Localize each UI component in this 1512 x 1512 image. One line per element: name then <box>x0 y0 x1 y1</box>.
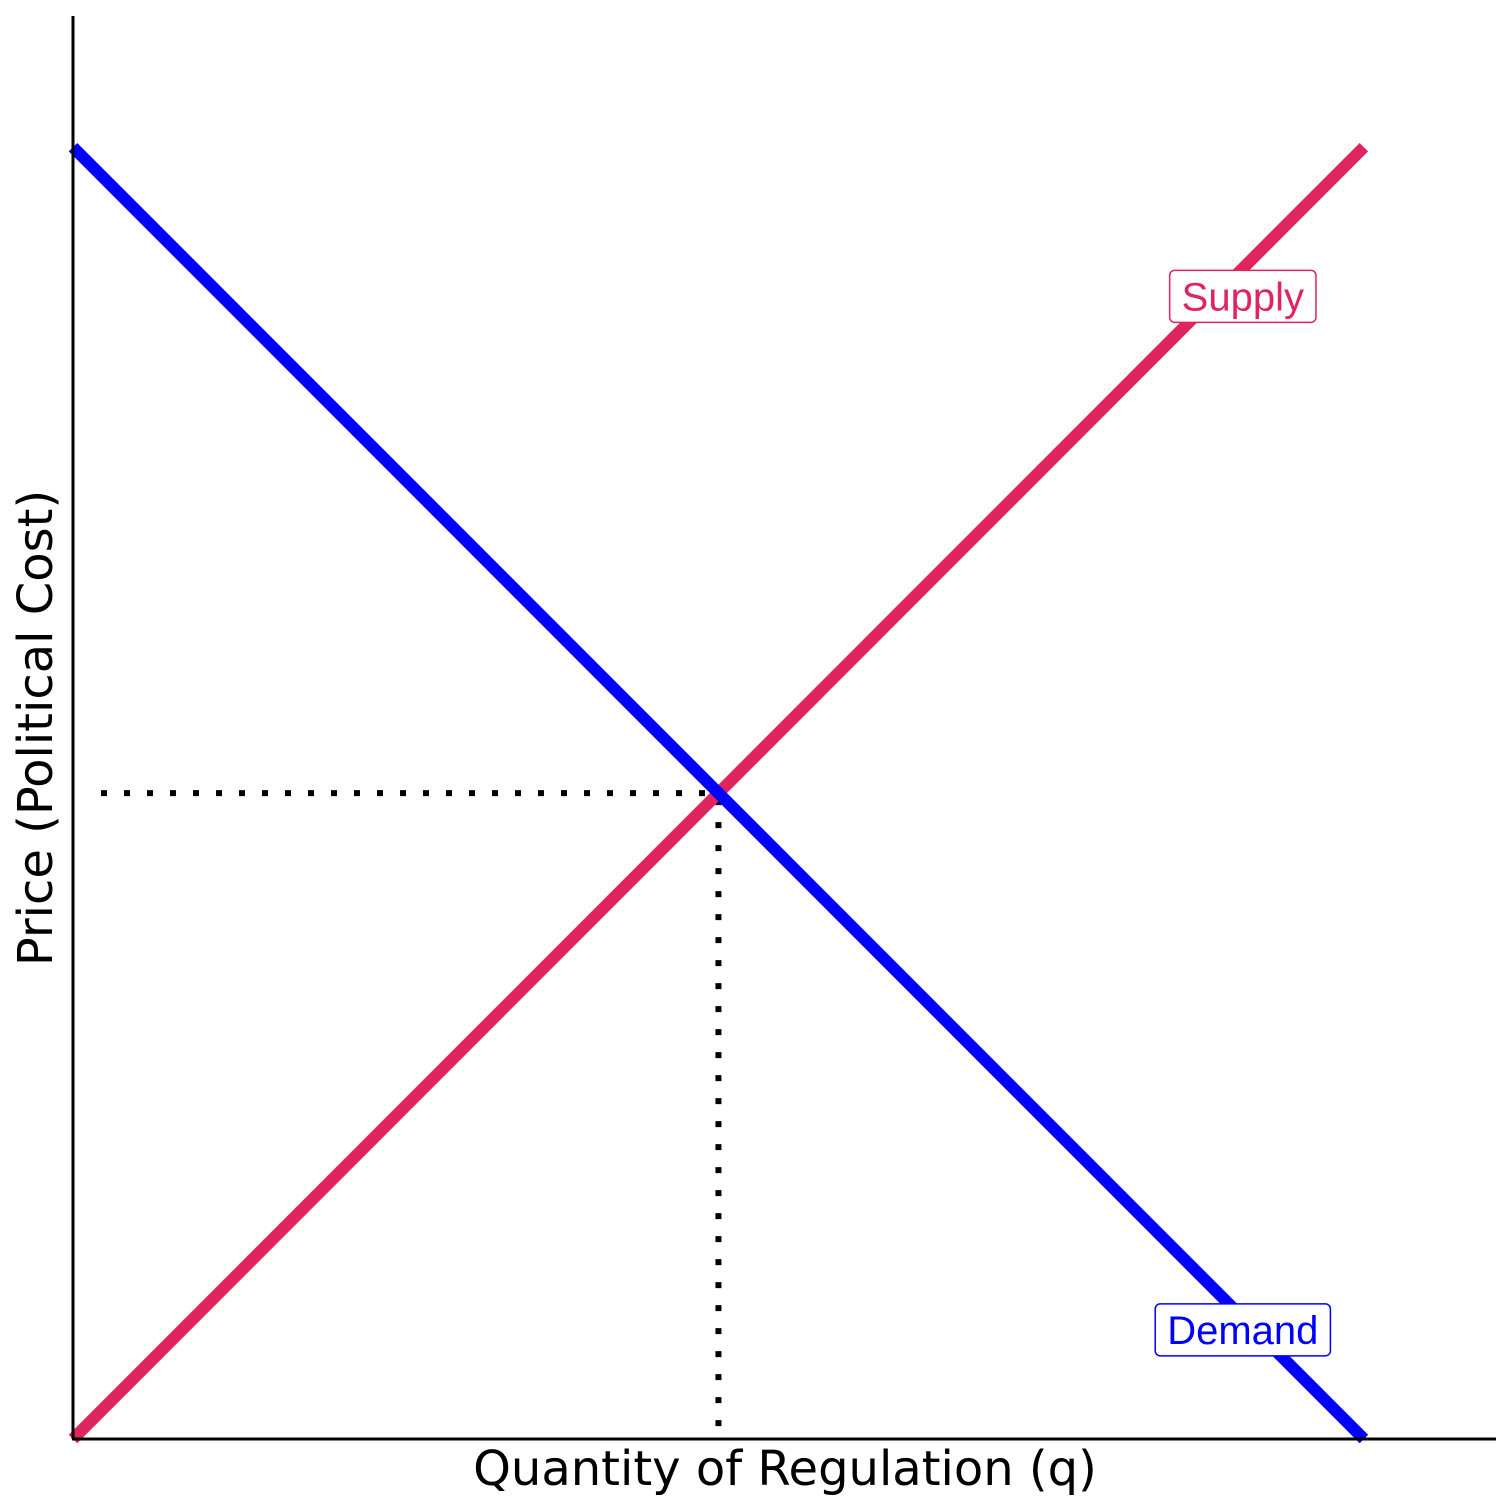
curve-labels: Supply Demand <box>1154 269 1332 1357</box>
demand-label: Demand <box>1154 1303 1332 1357</box>
axes <box>71 16 1496 1441</box>
x-axis-title: Quantity of Regulation (q) <box>473 1441 1097 1497</box>
equilibrium-guides <box>101 790 722 1439</box>
demand-label-box <box>1154 1303 1332 1357</box>
supply-label-box <box>1168 269 1317 324</box>
supply-label: Supply <box>1168 269 1317 324</box>
series-lines <box>68 142 1369 1444</box>
supply-label-text: Supply <box>1182 275 1304 319</box>
y-axis-title: Price (Political Cost) <box>8 490 64 966</box>
demand-curve <box>68 142 1369 1444</box>
demand-label-text: Demand <box>1167 1309 1318 1353</box>
